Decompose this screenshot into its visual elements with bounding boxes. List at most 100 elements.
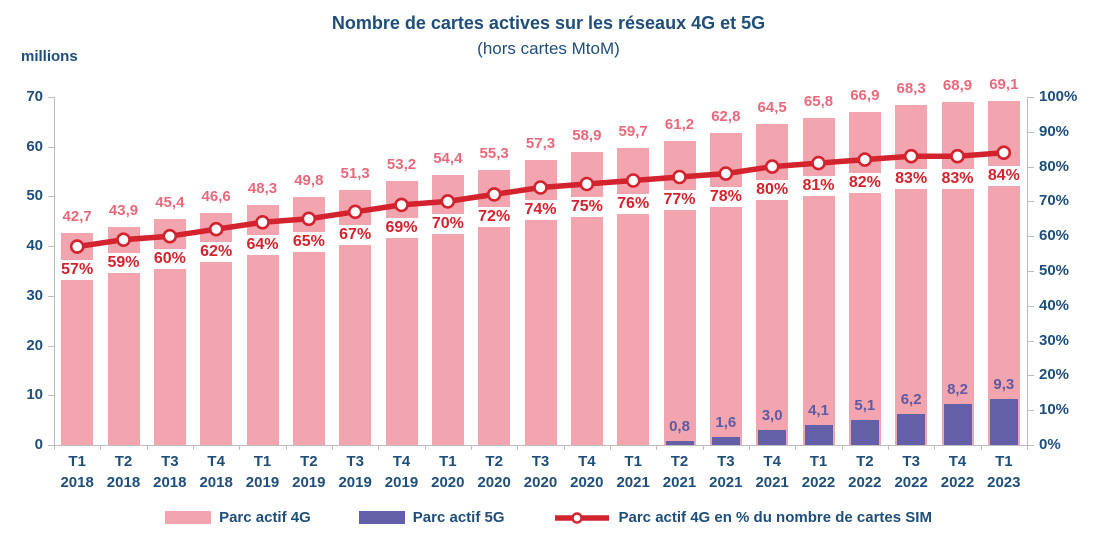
bar-5g-16: [804, 424, 833, 445]
bar-4g-label-17: 66,9: [850, 87, 880, 105]
x-label-quarter-7: T4: [392, 453, 411, 470]
y-axis-left-label: 20: [26, 336, 43, 354]
y-axis-right-label: 0%: [1039, 436, 1061, 453]
bar-4g-16: [802, 117, 835, 445]
y-axis-left-label: 10: [26, 386, 43, 404]
chart-title: Nombre de cartes actives sur les réseaux…: [331, 13, 766, 33]
x-axis-tick: [749, 445, 750, 450]
left-axis-unit-label: millions: [21, 48, 78, 65]
x-axis-tick: [193, 445, 194, 450]
bar-4g-label-16: 65,8: [803, 92, 834, 110]
x-axis-tick: [934, 445, 936, 450]
bar-4g-label-14: 62,8: [711, 107, 741, 125]
x-label-quarter-3: T4: [207, 453, 225, 470]
y-axis-right-label: 20%: [1039, 366, 1070, 384]
x-label-quarter-17: T2: [856, 453, 874, 470]
bar-4g-label-12: 59,7: [618, 123, 648, 141]
x-label-year-7: 2019: [384, 474, 419, 491]
x-axis-tick: [146, 445, 148, 450]
legend-swatch-5g-icon: [358, 511, 405, 524]
line-pct-label-1: 59%: [84, 252, 164, 273]
x-axis-tick: [980, 445, 982, 450]
legend-label-5g: Parc actif 5G: [412, 509, 505, 526]
x-label-quarter-18: T3: [902, 453, 920, 470]
x-label-year-4: 2019: [245, 474, 280, 491]
x-axis-tick: [888, 445, 889, 450]
x-label-year-12: 2021: [616, 474, 650, 491]
y-axis-left-label: 50: [26, 187, 43, 205]
x-label-year-11: 2020: [570, 474, 604, 491]
x-label-quarter-8: T1: [439, 453, 457, 470]
x-label-quarter-19: T4: [948, 453, 967, 470]
line-pct-label-text-2: 60%: [150, 249, 189, 270]
y-axis-left-tick: [48, 295, 54, 297]
x-axis-tick: [471, 445, 472, 450]
y-axis-left-tick: [48, 97, 54, 98]
x-axis-tick: [702, 445, 704, 450]
x-label-year-8: 2020: [431, 474, 465, 491]
x-label-quarter-1: T2: [114, 453, 133, 470]
legend-item-5g: Parc actif 5G: [358, 509, 505, 526]
line-pct-label-text-0: 57%: [58, 259, 97, 280]
x-label-year-0: 2018: [60, 474, 94, 491]
y-axis-right-label: 100%: [1039, 88, 1078, 105]
x-label-quarter-5: T2: [300, 453, 318, 470]
legend-line-marker-icon: [554, 511, 609, 524]
x-axis-tick: [100, 445, 102, 450]
y-axis-left-tick: [48, 146, 54, 148]
x-axis-tick: [54, 445, 55, 450]
legend-label-line: Parc actif 4G en % du nombre de cartes S…: [618, 509, 932, 526]
line-pct-label-20: 84%: [964, 165, 1044, 186]
x-label-quarter-13: T2: [670, 453, 689, 470]
y-axis-left-line: [54, 97, 55, 445]
x-label-year-19: 2022: [940, 474, 975, 491]
x-label-year-9: 2020: [477, 474, 511, 491]
x-label-year-17: 2022: [848, 474, 882, 491]
bar-5g-15: [758, 430, 787, 445]
y-axis-left-tick: [48, 196, 54, 198]
y-axis-left-tick: [48, 345, 54, 347]
legend-swatch-4g-icon: [165, 511, 212, 524]
x-axis-tick: [239, 445, 241, 450]
bar-4g-label-13: 61,2: [664, 115, 695, 133]
x-axis-tick: [332, 445, 333, 450]
y-axis-right-tick: [1027, 166, 1034, 168]
x-label-year-5: 2019: [292, 474, 326, 491]
bar-5g-label-19: 8,2: [947, 381, 968, 399]
x-axis-tick: [285, 445, 287, 450]
x-label-quarter-15: T4: [763, 453, 781, 470]
legend-item-4g: Parc actif 4G: [165, 509, 311, 526]
x-label-year-20: 2023: [987, 474, 1021, 491]
x-label-quarter-12: T1: [624, 453, 642, 470]
x-label-quarter-0: T1: [68, 453, 86, 470]
bar-4g-label-15: 64,5: [757, 99, 787, 117]
y-axis-right-label: 40%: [1039, 296, 1070, 314]
line-pct-label-text-20: 84%: [984, 165, 1023, 186]
y-axis-left-tick: [48, 246, 54, 248]
legend-item-line: Parc actif 4G en % du nombre de cartes S…: [553, 509, 932, 526]
x-label-quarter-16: T1: [809, 453, 828, 470]
x-label-year-13: 2021: [662, 474, 697, 491]
x-label-quarter-6: T3: [346, 453, 364, 470]
legend-label-4g: Parc actif 4G: [219, 509, 311, 526]
bar-5g-17: [850, 419, 879, 445]
line-pct-label-text-1: 59%: [104, 252, 143, 273]
bar-5g-label-17: 5,1: [854, 396, 876, 414]
bar-4g-label-20: 69,1: [989, 76, 1019, 94]
x-axis-tick: [1027, 445, 1028, 450]
x-axis-tick: [610, 445, 611, 450]
x-label-quarter-11: T4: [578, 453, 596, 470]
x-label-quarter-2: T3: [161, 453, 179, 470]
x-axis-line: [54, 445, 1028, 446]
y-axis-right-tick: [1027, 236, 1034, 238]
y-axis-right-label: 50%: [1039, 262, 1070, 279]
x-label-year-3: 2018: [199, 474, 233, 491]
bar-5g-19: [943, 404, 972, 445]
x-label-year-14: 2021: [709, 474, 743, 491]
y-axis-right-label: 60%: [1039, 227, 1070, 245]
x-label-year-6: 2019: [338, 474, 372, 491]
line-pct-label-2: 60%: [130, 249, 210, 270]
bar-4g-label-19: 68,9: [942, 77, 973, 95]
